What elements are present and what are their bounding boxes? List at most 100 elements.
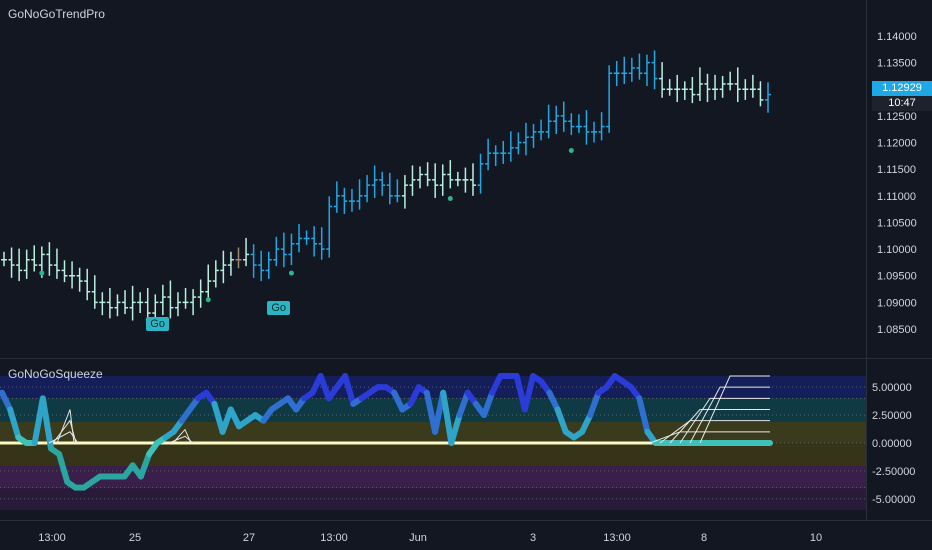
- ohlc-bar: [69, 261, 76, 289]
- ohlc-bar: [477, 153, 484, 194]
- price-tick: 1.13500: [877, 58, 917, 70]
- price-tick: 1.12500: [877, 111, 917, 123]
- ohlc-bar: [99, 292, 106, 316]
- price-tick: 1.08500: [877, 324, 917, 336]
- ohlc-bar: [227, 251, 234, 276]
- top-indicator-title: GoNoGoTrendPro: [8, 7, 105, 21]
- squeeze-ladder-line: [679, 397, 770, 444]
- ohlc-bar: [583, 110, 590, 145]
- ohlc-bar: [91, 275, 98, 309]
- time-tick: 13:00: [38, 532, 66, 544]
- ohlc-bar: [326, 196, 333, 258]
- ohlc-bar: [568, 113, 575, 136]
- ohlc-bar: [61, 260, 68, 283]
- squeeze-segment: [407, 384, 422, 407]
- time-tick: 8: [701, 532, 707, 544]
- squeeze-ladder-line: [669, 409, 770, 444]
- ohlc-bar: [628, 57, 635, 82]
- ohlc-bar: [522, 122, 529, 156]
- ohlc-bar: [621, 56, 628, 84]
- ohlc-bar: [500, 140, 507, 164]
- ohlc-bar: [719, 75, 726, 98]
- squeeze-ladder-line: [52, 419, 77, 444]
- ohlc-bar: [8, 247, 15, 278]
- ohlc-bar: [401, 175, 408, 209]
- squeeze-tick: -2.50000: [872, 466, 915, 478]
- ohlc-bar: [379, 171, 386, 196]
- squeeze-segment: [56, 451, 71, 486]
- time-tick: 3: [530, 532, 536, 544]
- ohlc-bar: [296, 224, 303, 253]
- squeeze-segment: [579, 412, 594, 435]
- squeeze-segment: [521, 373, 537, 413]
- ohlc-bar: [727, 71, 734, 91]
- ohlc-bar: [273, 236, 280, 267]
- price-tick: 1.09000: [877, 297, 917, 309]
- ohlc-bar: [553, 105, 560, 135]
- ohlc-bar: [182, 287, 189, 309]
- ohlc-bar: [348, 188, 355, 212]
- ohlc-bar: [303, 230, 310, 245]
- last-price-label: 1.12929: [872, 81, 932, 96]
- ohlc-bar: [129, 285, 136, 321]
- ohlc-bar: [205, 264, 212, 301]
- ohlc-bar: [84, 268, 91, 301]
- ohlc-bar: [643, 54, 650, 87]
- ohlc-bar: [333, 181, 340, 213]
- ohlc-bar: [704, 73, 711, 103]
- ohlc-bar: [122, 290, 129, 315]
- price-tick: 1.12000: [877, 138, 917, 150]
- ohlc-bar: [144, 287, 151, 322]
- price-tick: 1.11000: [877, 191, 916, 203]
- ohlc-bar: [212, 260, 219, 288]
- ohlc-bar: [454, 171, 461, 187]
- ohlc-bar: [76, 267, 83, 292]
- ohlc-bar: [757, 81, 764, 107]
- ohlc-bar: [23, 249, 30, 279]
- ohlc-bar: [462, 167, 469, 193]
- bottom-indicator-title: GoNoGoSqueeze: [8, 367, 103, 381]
- squeeze-segment: [546, 389, 561, 413]
- ohlc-bar: [386, 172, 393, 205]
- squeeze-segment: [391, 389, 406, 413]
- ohlc-bar: [469, 163, 476, 196]
- squeeze-segment: [39, 395, 55, 452]
- squeeze-segment: [7, 406, 22, 441]
- go-dot: [39, 270, 45, 276]
- ohlc-bar: [265, 251, 272, 279]
- ohlc-bar: [439, 164, 446, 196]
- squeeze-segment: [448, 412, 463, 446]
- squeeze-tick: -5.00000: [872, 494, 915, 506]
- ohlc-bar: [16, 248, 23, 282]
- ohlc-bar: [515, 132, 522, 155]
- price-tick: 1.10500: [877, 217, 917, 229]
- ohlc-bar: [432, 163, 439, 198]
- squeeze-tick: 2.50000: [872, 410, 912, 422]
- ohlc-bar: [492, 145, 499, 166]
- go-dot: [288, 270, 294, 276]
- ohlc-bar: [174, 292, 181, 317]
- ohlc-bar: [318, 227, 325, 260]
- price-axis-bottom: 5.00000 2.50000 0.00000 -2.50000 -5.00000: [872, 382, 915, 506]
- squeeze-segment: [554, 406, 569, 435]
- ohlc-bar: [530, 123, 537, 148]
- time-tick: 10: [810, 532, 822, 544]
- ohlc-bar: [288, 233, 295, 266]
- price-tick: 1.10000: [877, 244, 917, 256]
- squeeze-segment: [137, 451, 153, 480]
- price-tick: 1.09500: [877, 271, 917, 283]
- time-tick: 25: [129, 532, 141, 544]
- squeeze-layer: [0, 373, 866, 500]
- ohlc-bar: [659, 62, 666, 98]
- ohlc-bar: [364, 175, 371, 203]
- ohlc-bar: [734, 67, 741, 103]
- ohlc-bar: [538, 119, 545, 141]
- ohlc-bar: [485, 138, 492, 171]
- ohlc-bar: [417, 166, 424, 189]
- ohlc-bar: [689, 77, 696, 104]
- ohlc-bar: [606, 65, 613, 133]
- ohlc-bar: [114, 294, 121, 317]
- squeeze-ladder-line: [699, 375, 770, 444]
- squeeze-segment: [227, 406, 242, 430]
